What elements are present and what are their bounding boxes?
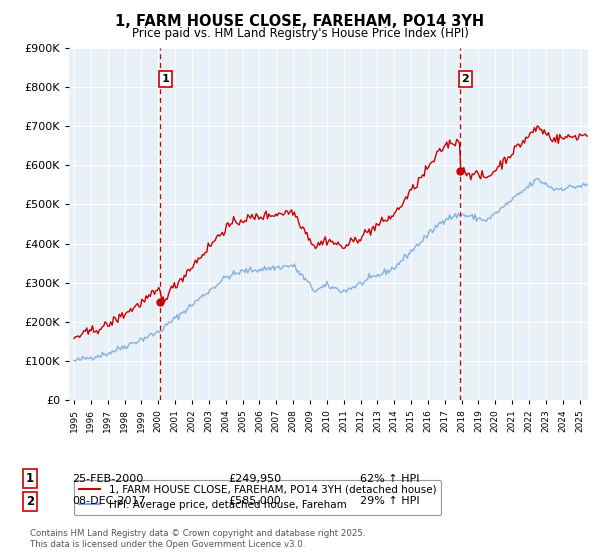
Text: Contains HM Land Registry data © Crown copyright and database right 2025.
This d: Contains HM Land Registry data © Crown c… [30,529,365,549]
Text: 62% ↑ HPI: 62% ↑ HPI [360,474,419,484]
Text: Price paid vs. HM Land Registry's House Price Index (HPI): Price paid vs. HM Land Registry's House … [131,27,469,40]
Legend: 1, FARM HOUSE CLOSE, FAREHAM, PO14 3YH (detached house), HPI: Average price, det: 1, FARM HOUSE CLOSE, FAREHAM, PO14 3YH (… [74,480,442,515]
Text: 1: 1 [26,472,34,486]
Text: £585,000: £585,000 [228,496,281,506]
Text: 08-DEC-2017: 08-DEC-2017 [72,496,146,506]
Text: 1: 1 [161,74,169,84]
Text: 29% ↑ HPI: 29% ↑ HPI [360,496,419,506]
Text: 2: 2 [26,494,34,508]
Text: 2: 2 [461,74,469,84]
Text: 1, FARM HOUSE CLOSE, FAREHAM, PO14 3YH: 1, FARM HOUSE CLOSE, FAREHAM, PO14 3YH [115,14,485,29]
Text: 25-FEB-2000: 25-FEB-2000 [72,474,143,484]
Text: £249,950: £249,950 [228,474,281,484]
Bar [160,48,460,400]
